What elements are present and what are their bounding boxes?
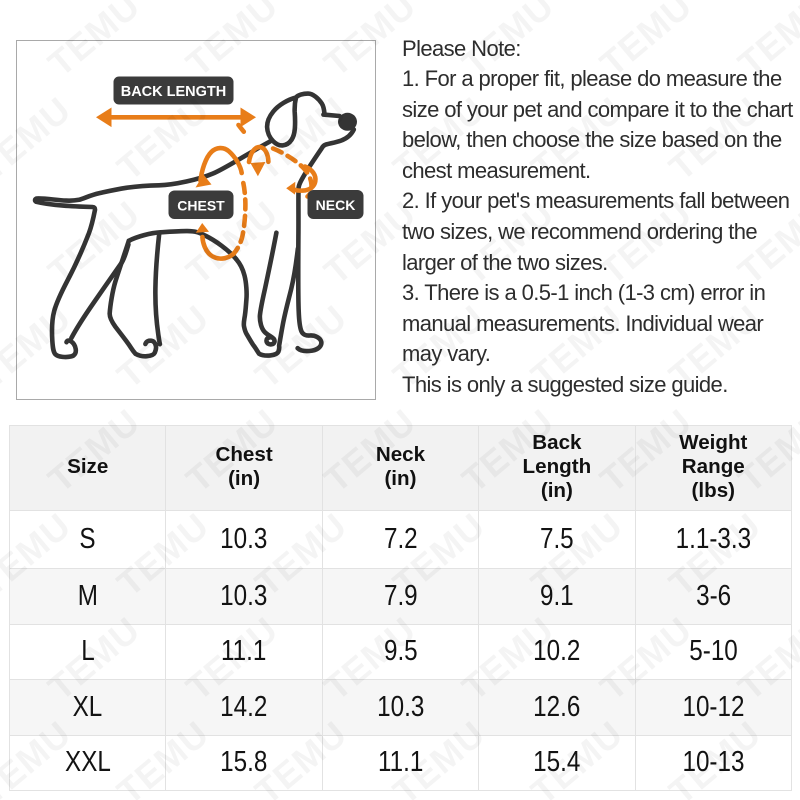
- svg-text:TEMU: TEMU: [0, 193, 10, 293]
- svg-text:TEMU: TEMU: [0, 0, 10, 84]
- svg-text:NECK: NECK: [316, 197, 356, 213]
- svg-text:BACK LENGTH: BACK LENGTH: [121, 84, 227, 100]
- svg-text:CHEST: CHEST: [177, 197, 225, 213]
